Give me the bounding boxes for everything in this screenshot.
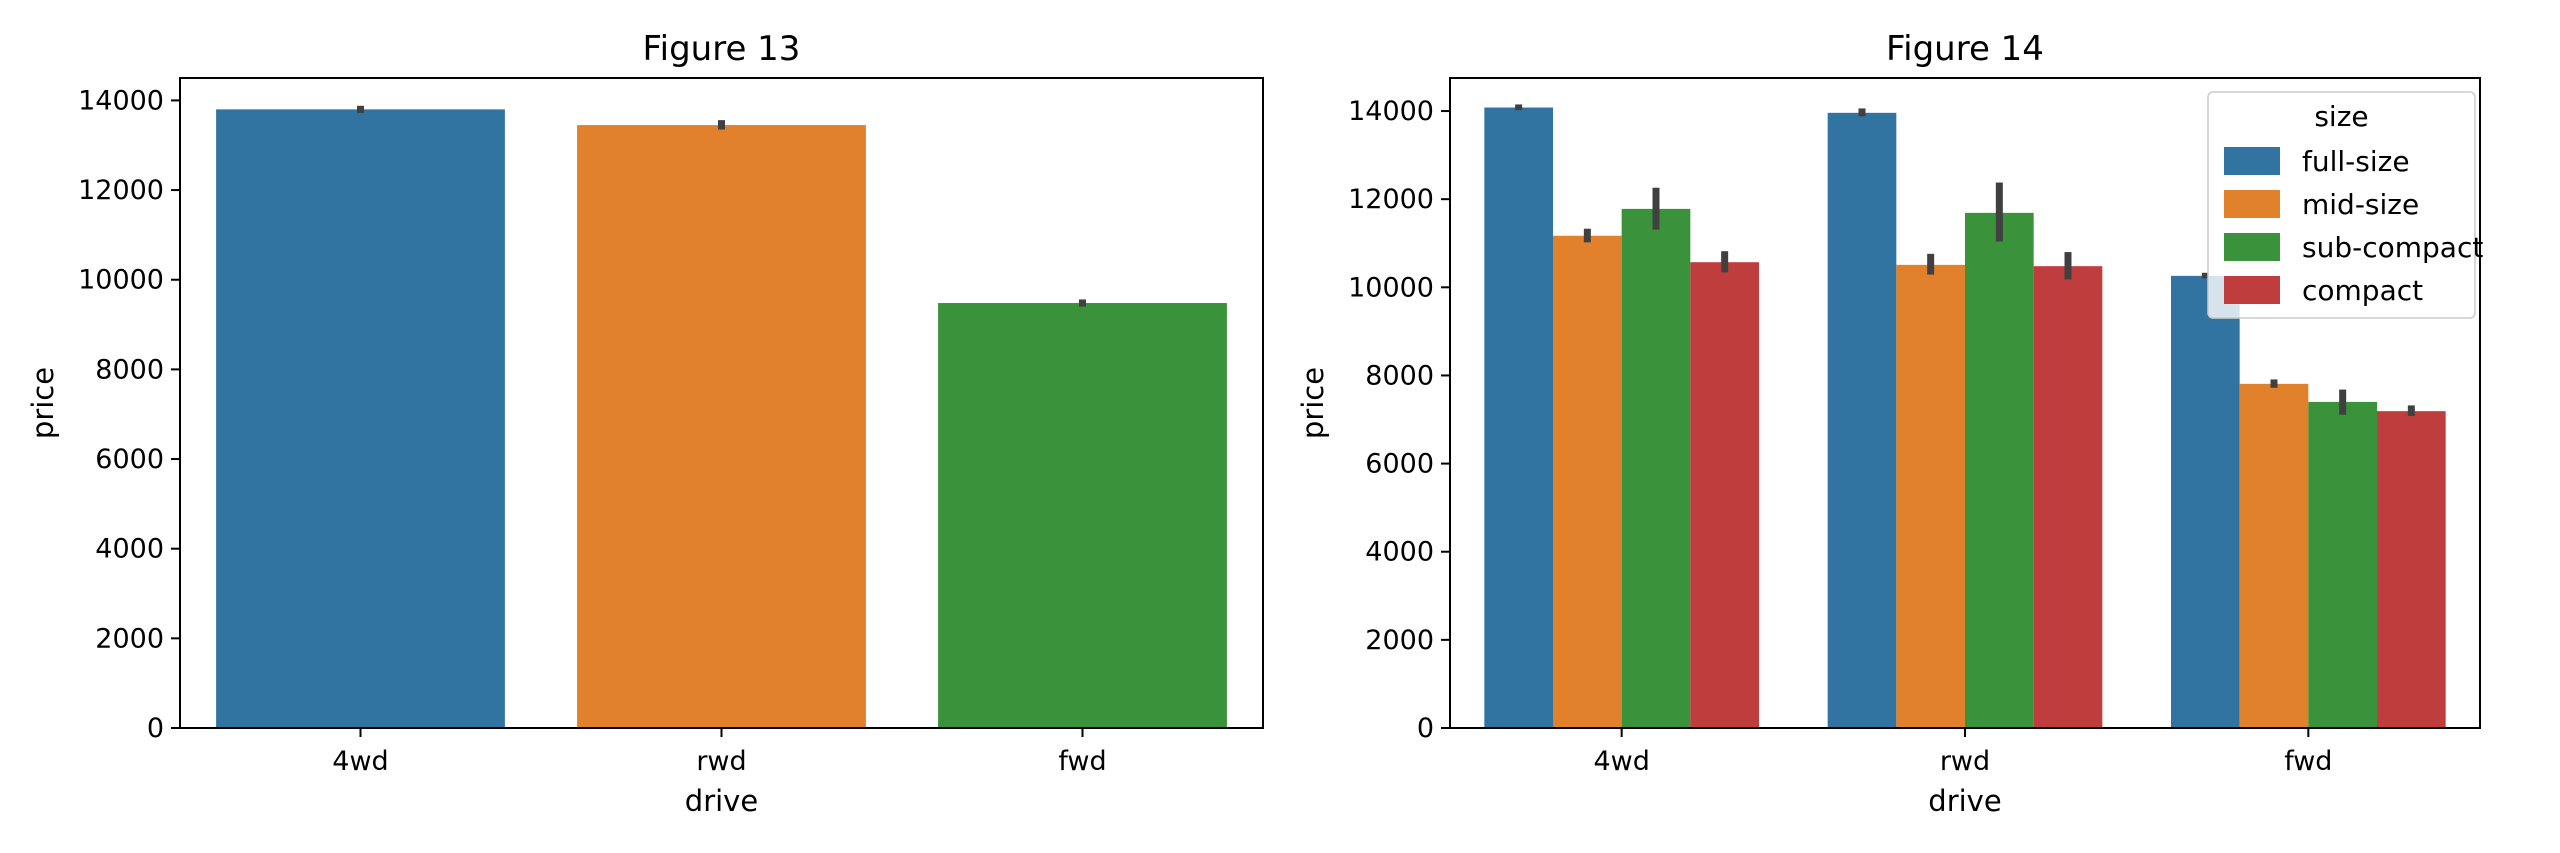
bar-full-size-4wd — [1484, 107, 1553, 729]
legend-label-sub-compact: sub-compact — [2302, 231, 2483, 264]
chart-2-bars — [1484, 107, 2446, 729]
bar-sub-compact-rwd — [1965, 212, 2034, 728]
bar-mid-size-rwd — [1896, 264, 1965, 728]
chart-2-y-ticks: 0 2000 4000 6000 8000 10000 12000 14000 — [1348, 96, 1450, 744]
bar-mid-size-4wd — [1553, 235, 1622, 729]
chart-1-error-bars — [357, 105, 1086, 307]
y-tick-label: 8000 — [95, 354, 164, 385]
bar-fwd — [938, 303, 1227, 728]
y-tick-label: 10000 — [1348, 272, 1434, 303]
chart-1-y-ticks: 0 2000 4000 6000 8000 10000 12000 14000 — [78, 85, 180, 744]
bar-full-size-rwd — [1827, 112, 1897, 729]
y-tick-label: 12000 — [78, 175, 164, 206]
chart-2-x-ticks: 4wd rwd fwd — [1593, 728, 2332, 777]
legend-swatch-full-size — [2224, 147, 2280, 175]
chart-2-error-bars — [1515, 104, 2415, 416]
bar-sub-compact-fwd — [2308, 401, 2377, 728]
chart-1-title: Figure 13 — [643, 29, 801, 69]
chart-1-x-ticks: 4wd rwd fwd — [332, 728, 1107, 777]
bar-full-size-fwd — [2171, 275, 2240, 728]
bar-4wd — [216, 109, 505, 728]
legend-swatch-compact — [2224, 276, 2280, 304]
bar-mid-size-fwd — [2239, 383, 2309, 728]
x-tick-label: fwd — [2284, 746, 2332, 777]
x-tick-label: rwd — [1940, 746, 1990, 777]
y-tick-label: 6000 — [95, 444, 164, 475]
y-tick-label: 12000 — [1348, 184, 1434, 215]
y-tick-label: 4000 — [95, 534, 164, 565]
legend-label-mid-size: mid-size — [2302, 188, 2419, 221]
x-tick-label: rwd — [696, 746, 746, 777]
legend-label-compact: compact — [2302, 274, 2423, 307]
legend-items: full-size mid-size sub-compact compact — [2224, 145, 2483, 307]
legend-swatch-sub-compact — [2224, 233, 2280, 261]
y-tick-label: 14000 — [78, 85, 164, 116]
y-tick-label: 4000 — [1365, 537, 1434, 568]
y-tick-label: 0 — [1417, 713, 1434, 744]
bar-rwd — [577, 125, 866, 728]
chart-figure-14: 0 2000 4000 6000 8000 10000 12000 14000 4wd rwd f… — [1296, 29, 2483, 818]
y-tick-label: 2000 — [1365, 625, 1434, 656]
bar-compact-4wd — [1690, 262, 1759, 728]
chart-2-x-axis-label: drive — [1928, 784, 2001, 818]
y-tick-label: 6000 — [1365, 449, 1434, 480]
y-tick-label: 0 — [147, 713, 164, 744]
legend-label-full-size: full-size — [2302, 145, 2410, 178]
y-tick-label: 10000 — [78, 265, 164, 296]
legend-swatch-mid-size — [2224, 190, 2280, 218]
bar-compact-fwd — [2377, 411, 2446, 728]
y-tick-label: 8000 — [1365, 360, 1434, 391]
chart-2-title: Figure 14 — [1886, 29, 2044, 69]
chart-2-legend: size full-size mid-size sub-compact compact — [2207, 91, 2483, 319]
bar-compact-rwd — [2033, 266, 2103, 728]
chart-figure-13: 0 2000 4000 6000 8000 10000 12000 14000 4wd rwd f… — [26, 29, 1264, 818]
legend-title: size — [2314, 100, 2368, 133]
y-tick-label: 14000 — [1348, 96, 1434, 127]
x-tick-label: 4wd — [332, 746, 388, 777]
chart-1-x-axis-label: drive — [685, 784, 758, 818]
chart-1-bars — [216, 109, 1227, 728]
x-tick-label: fwd — [1058, 746, 1106, 777]
chart-1-y-axis-label: price — [26, 367, 60, 439]
x-tick-label: 4wd — [1593, 746, 1649, 777]
y-tick-label: 2000 — [95, 623, 164, 654]
chart-2-y-axis-label: price — [1296, 367, 1330, 439]
bar-sub-compact-4wd — [1621, 208, 1691, 729]
